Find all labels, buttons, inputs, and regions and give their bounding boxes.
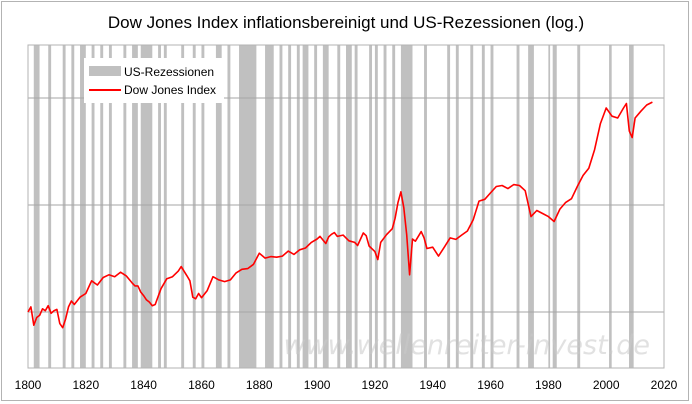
x-tick-label-2000: 2000 <box>593 378 620 392</box>
recession-band-33 <box>400 45 413 368</box>
x-tick-label-1860: 1860 <box>188 378 215 392</box>
recession-band-8 <box>123 45 127 368</box>
legend-label-dow-jones: Dow Jones Index <box>124 83 216 97</box>
x-tick-label-1820: 1820 <box>72 378 99 392</box>
legend-swatch-recessions <box>89 66 121 76</box>
watermark: www.wellenreiter-invest.de <box>284 330 651 361</box>
recession-band-43 <box>552 45 557 368</box>
recession-band-31 <box>383 45 387 368</box>
x-tick-label-1960: 1960 <box>477 378 504 392</box>
recession-band-40 <box>516 45 520 368</box>
recession-band-37 <box>470 45 474 368</box>
x-tick-label-1880: 1880 <box>246 378 273 392</box>
recession-band-4 <box>80 45 86 368</box>
x-tick-label-1940: 1940 <box>419 378 446 392</box>
recession-bands <box>33 45 634 368</box>
recession-band-11 <box>158 45 161 368</box>
legend-box <box>84 58 224 103</box>
series-line-dow-jones <box>27 101 653 329</box>
recession-band-0 <box>33 45 40 368</box>
recession-band-15 <box>201 45 205 368</box>
recession-band-14 <box>192 45 196 368</box>
recession-band-17 <box>227 45 231 368</box>
recession-band-7 <box>108 45 112 368</box>
recession-band-18 <box>239 45 257 368</box>
recession-band-2 <box>62 45 66 368</box>
recession-band-22 <box>296 45 300 368</box>
recession-band-12 <box>163 45 167 368</box>
recession-band-20 <box>279 45 283 368</box>
recession-band-6 <box>100 45 104 368</box>
legend-label-recessions: US-Rezessionen <box>124 65 214 79</box>
recession-band-16 <box>215 45 222 368</box>
recession-band-44 <box>577 45 581 368</box>
x-tick-label-1980: 1980 <box>535 378 562 392</box>
recession-band-38 <box>481 45 485 368</box>
x-tick-label-1800: 1800 <box>15 378 42 392</box>
recession-band-19 <box>265 45 274 368</box>
recession-band-23 <box>302 45 309 368</box>
recession-band-35 <box>447 45 451 368</box>
recession-band-21 <box>288 45 292 368</box>
recession-band-32 <box>392 45 396 368</box>
recession-band-3 <box>71 45 75 368</box>
x-tick-label-1920: 1920 <box>362 378 389 392</box>
recession-band-1 <box>48 45 52 368</box>
recession-band-34 <box>424 45 427 368</box>
recession-band-13 <box>181 45 185 368</box>
recession-band-29 <box>369 45 373 368</box>
recession-band-25 <box>322 45 329 368</box>
recession-band-46 <box>629 45 634 368</box>
recession-band-30 <box>374 45 378 368</box>
x-tick-label-1900: 1900 <box>304 378 331 392</box>
recession-band-41 <box>528 45 534 368</box>
recession-band-24 <box>314 45 318 368</box>
series-group <box>27 101 653 329</box>
plot-area-border <box>27 44 665 369</box>
recession-band-42 <box>548 45 551 368</box>
recession-band-5 <box>91 45 95 368</box>
x-tick-label-1840: 1840 <box>130 378 157 392</box>
recession-band-39 <box>490 45 494 368</box>
recession-band-28 <box>354 45 358 368</box>
recession-band-9 <box>132 45 138 368</box>
recession-band-36 <box>455 45 459 368</box>
recession-band-26 <box>337 45 341 368</box>
recession-band-27 <box>346 45 352 368</box>
x-axis-tick-labels: 1800 1820 1840 1860 1880 1900 1920 1940 1960 1980… <box>15 378 678 392</box>
recession-band-10 <box>140 45 153 368</box>
recession-band-45 <box>609 45 612 368</box>
chart-title: Dow Jones Index inflationsbereinigt und … <box>107 13 585 32</box>
legend: US-Rezessionen Dow Jones Index <box>84 58 224 103</box>
x-tick-label-2020: 2020 <box>651 378 678 392</box>
